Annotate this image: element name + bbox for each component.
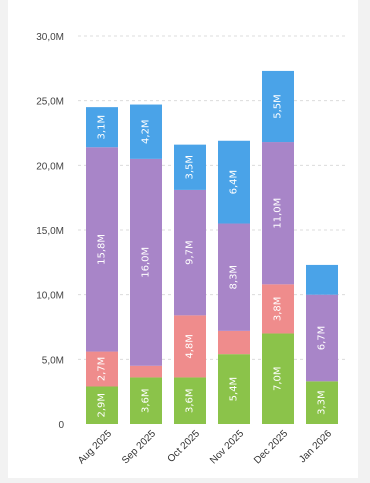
bar-segment	[86, 351, 118, 387]
data-label: 7,0M	[273, 366, 284, 391]
y-tick-label: 20,0M	[36, 161, 64, 172]
y-tick-label: 0	[58, 420, 64, 431]
chart-card: 0 5,0M 10,0M 15,0M 20,0M 25,0M 30,0M 2,9M 2,7M 15…	[8, 0, 358, 478]
y-tick-label: 5,0M	[42, 355, 64, 366]
bar-segment	[130, 104, 162, 159]
data-label: 3,1M	[97, 115, 108, 140]
bar-segment	[262, 284, 294, 334]
bar-segment	[174, 189, 206, 316]
stacked-bar-chart: 0 5,0M 10,0M 15,0M 20,0M 25,0M 30,0M 2,9M 2,7M 15…	[36, 32, 348, 466]
data-label: 8,3M	[229, 265, 240, 290]
bar-segment	[218, 330, 250, 355]
data-label: 2,7M	[97, 357, 108, 382]
data-label: 11,0M	[273, 198, 284, 229]
x-tick-label: Nov 2025	[208, 428, 246, 466]
data-label: 6,7M	[317, 326, 328, 351]
bar-segment	[130, 365, 162, 378]
bar-segment	[218, 140, 250, 224]
y-tick-label: 15,0M	[36, 226, 64, 237]
x-tick-label: Aug 2025	[76, 428, 114, 466]
y-tick-label: 10,0M	[36, 291, 64, 302]
bar-segment	[306, 381, 338, 424]
bar-segment	[86, 147, 118, 352]
bar-segment	[174, 377, 206, 424]
data-label: 4,2M	[141, 119, 152, 144]
x-tick-label: Dec 2025	[252, 428, 290, 466]
bar-segment	[262, 70, 294, 143]
data-label: 2,9M	[97, 393, 108, 418]
x-tick-label: Jan 2026	[297, 428, 334, 465]
bar-segment	[306, 294, 338, 382]
data-label: 3,6M	[141, 388, 152, 413]
x-tick-label: Sep 2025	[120, 428, 158, 466]
bar-segment	[86, 386, 118, 424]
data-label: 16,0M	[141, 247, 152, 278]
y-tick-label: 30,0M	[36, 32, 64, 43]
bar-segment	[306, 264, 338, 295]
data-label: 6,4M	[229, 170, 240, 195]
data-label: 5,5M	[273, 94, 284, 119]
x-tick-label: Oct 2025	[166, 428, 203, 465]
bar-segment	[262, 333, 294, 424]
bar-segment	[174, 144, 206, 190]
bar-segment	[130, 377, 162, 424]
data-label: 3,6M	[185, 388, 196, 413]
bar-segment	[174, 315, 206, 378]
y-tick-label: 25,0M	[36, 97, 64, 108]
data-label: 3,8M	[273, 297, 284, 322]
data-label: 4,8M	[185, 334, 196, 359]
bar-segment	[86, 107, 118, 148]
data-label: 3,5M	[185, 155, 196, 180]
bar-segment	[130, 158, 162, 366]
bar-segment	[218, 223, 250, 331]
data-label: 9,7M	[185, 240, 196, 265]
data-label: 5,4M	[229, 377, 240, 402]
bar-segment	[218, 354, 250, 424]
bar-segment	[262, 142, 294, 285]
data-label: 3,3M	[317, 390, 328, 415]
data-label: 15,8M	[97, 234, 108, 265]
